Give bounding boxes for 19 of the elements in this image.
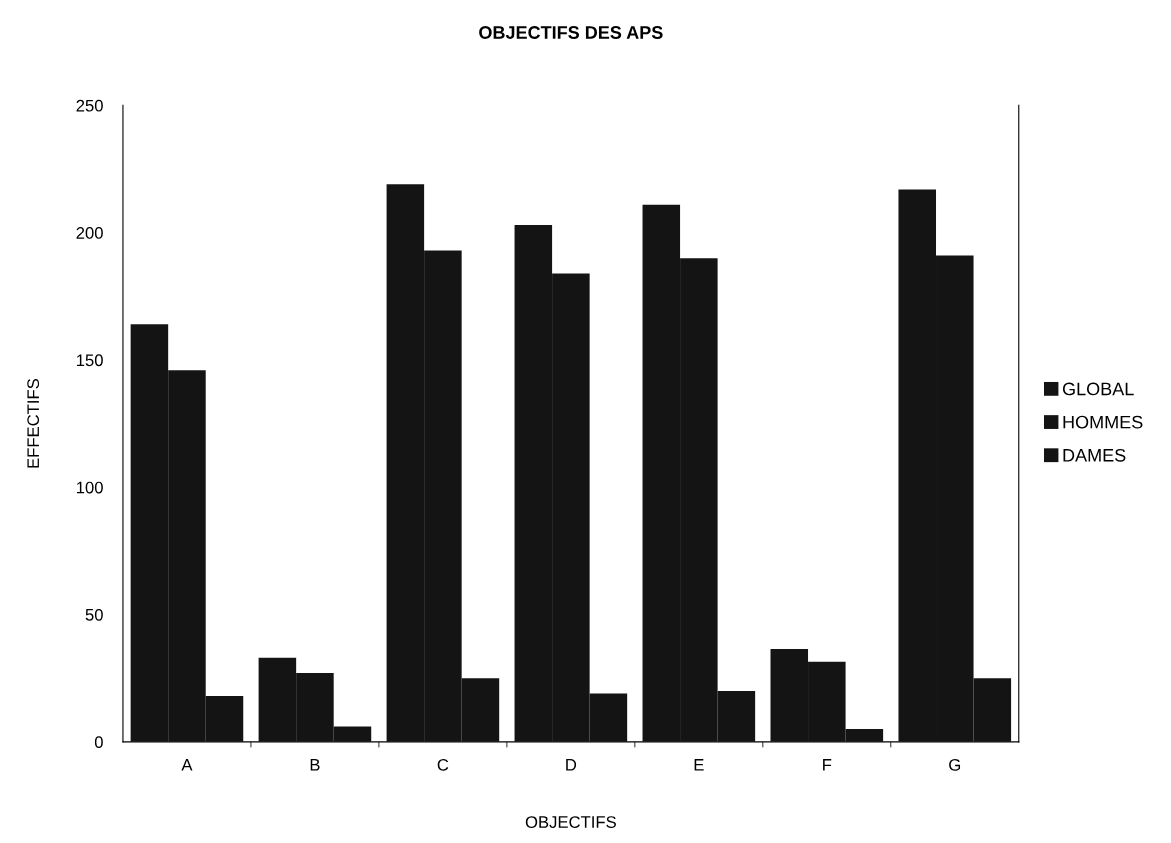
legend-label: HOMMES bbox=[1063, 415, 1143, 429]
x-tick-label: D bbox=[566, 759, 577, 771]
x-tick-label: E bbox=[694, 759, 704, 771]
y-tick-label: 100 bbox=[76, 481, 103, 494]
legend-label: GLOBAL bbox=[1062, 382, 1134, 396]
x-tick-label: A bbox=[181, 759, 193, 771]
legend-label: DAMES bbox=[1063, 448, 1126, 462]
y-tick-label: 250 bbox=[76, 99, 103, 112]
x-tick-label: C bbox=[437, 758, 449, 771]
x-axis-title: OBJECTIFS bbox=[525, 816, 616, 828]
x-tick-label: G bbox=[949, 758, 961, 771]
y-axis-title: EFFECTIFS bbox=[27, 379, 40, 468]
x-tick-label: B bbox=[310, 759, 320, 771]
y-tick-label: 50 bbox=[85, 608, 103, 621]
chart-title: OBJECTIFS DES APS bbox=[479, 26, 663, 39]
y-tick-label: 200 bbox=[76, 227, 103, 239]
x-tick-label: F bbox=[823, 759, 832, 771]
y-tick-label: 150 bbox=[76, 354, 103, 367]
y-tick-label: 0 bbox=[94, 736, 103, 749]
